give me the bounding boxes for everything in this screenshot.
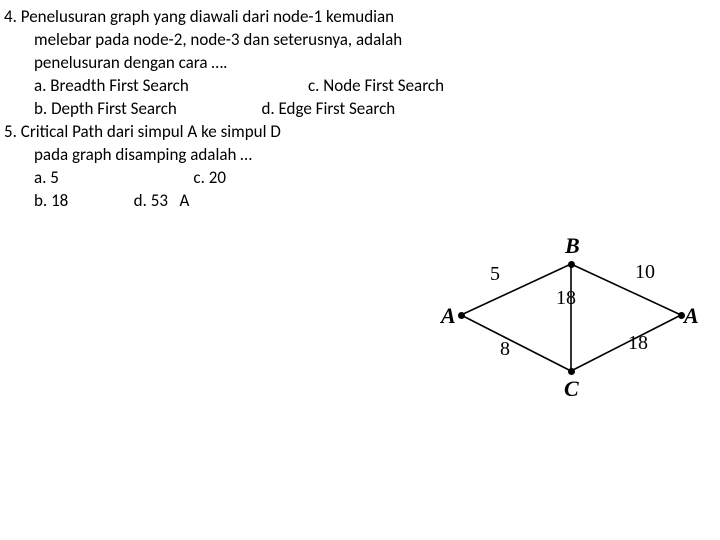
edge-ab: 5 [490,263,500,286]
q4-line3: penelusuran dengan cara …. [4,52,720,75]
edge-bd: 10 [635,261,655,284]
node-a [458,312,465,319]
label-a-left: A [441,303,456,329]
node-c [568,368,575,375]
edge-bc: 18 [556,287,576,310]
q5-line2: pada graph disamping adalah … [4,144,720,167]
q4-opts-bd: b. Depth First Search d. Edge First Sear… [4,98,720,121]
q5-opts-bd: b. 18 d. 53 A [4,190,720,213]
node-b [568,261,575,268]
edge-ac: 8 [500,338,510,361]
label-a-right: A [684,303,699,329]
label-b: B [565,233,580,259]
q5-opts-ac: a. 5 c. 20 [4,167,720,190]
graph-diagram: B A A C 5 10 18 8 18 [443,225,698,400]
q4-line2: melebar pada node-2, node-3 dan seterusn… [4,29,720,52]
q5-line1: 5. Critical Path dari simpul A ke simpul… [4,121,720,144]
q4-line1: 4. Penelusuran graph yang diawali dari n… [4,6,720,29]
label-c: C [564,376,579,402]
q4-opts-ac: a. Breadth First Search c. Node First Se… [4,75,720,98]
edge-cd: 18 [628,332,648,355]
